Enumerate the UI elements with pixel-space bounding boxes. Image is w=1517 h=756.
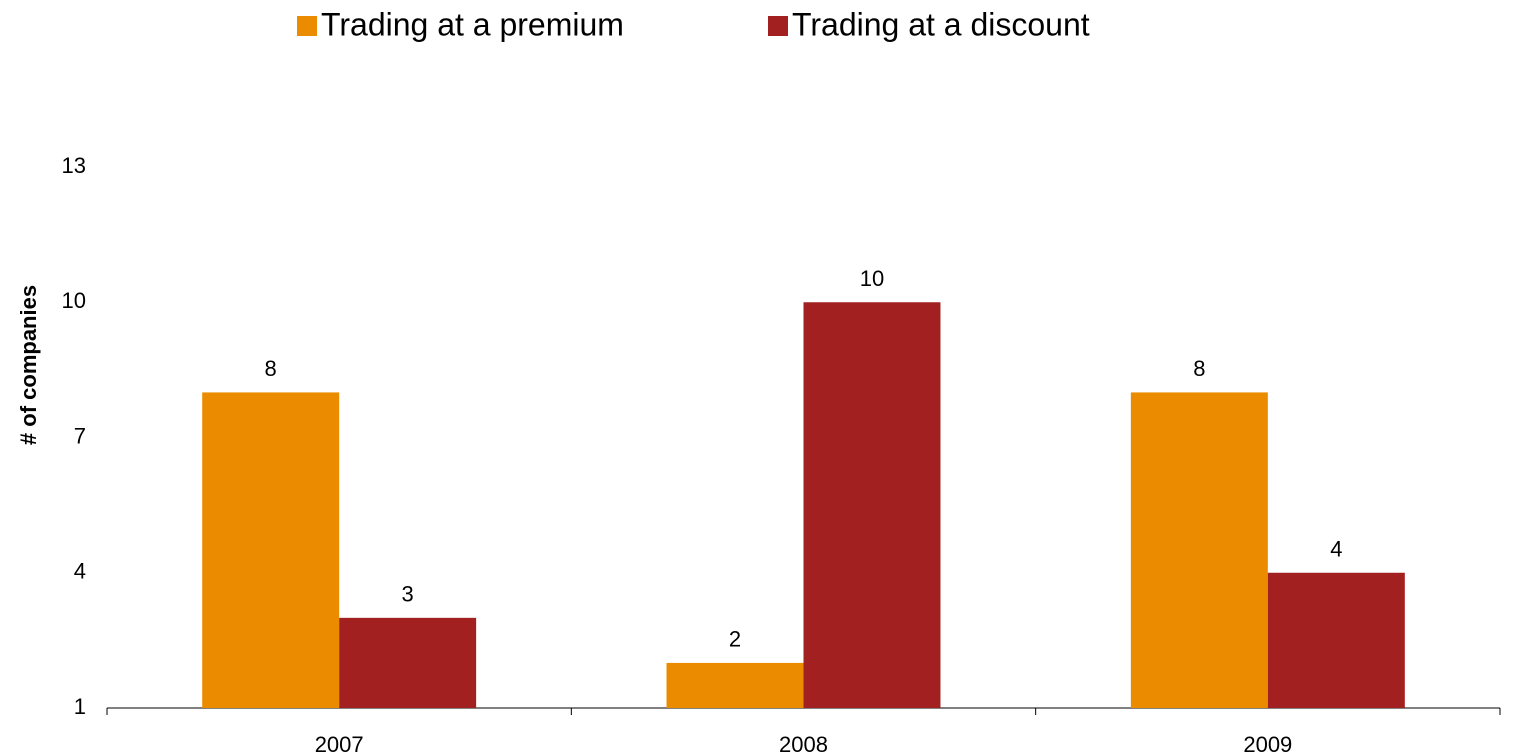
legend-swatch [297,16,317,36]
y-tick-label: 10 [62,288,86,313]
bar [202,392,340,708]
value-label: 4 [1330,537,1342,562]
bar [1267,572,1405,708]
value-label: 10 [860,266,884,291]
x-tick-label: 2007 [315,732,364,756]
y-tick-label: 4 [74,559,86,584]
bar [1130,392,1268,708]
value-label: 8 [1193,356,1205,381]
legend-label: Trading at a discount [792,6,1090,42]
value-label: 8 [265,356,277,381]
y-tick-label: 13 [62,153,86,178]
legend-label: Trading at a premium [321,6,624,42]
value-label: 2 [729,627,741,652]
legend-swatch [768,16,788,36]
y-tick-label: 1 [74,694,86,719]
x-tick-label: 2009 [1243,732,1292,756]
value-label: 3 [402,582,414,607]
x-tick-label: 2008 [779,732,828,756]
y-axis-label: # of companies [16,285,41,445]
bar [339,617,477,708]
bar [803,302,941,708]
y-tick-label: 7 [74,423,86,448]
bar [666,662,804,708]
